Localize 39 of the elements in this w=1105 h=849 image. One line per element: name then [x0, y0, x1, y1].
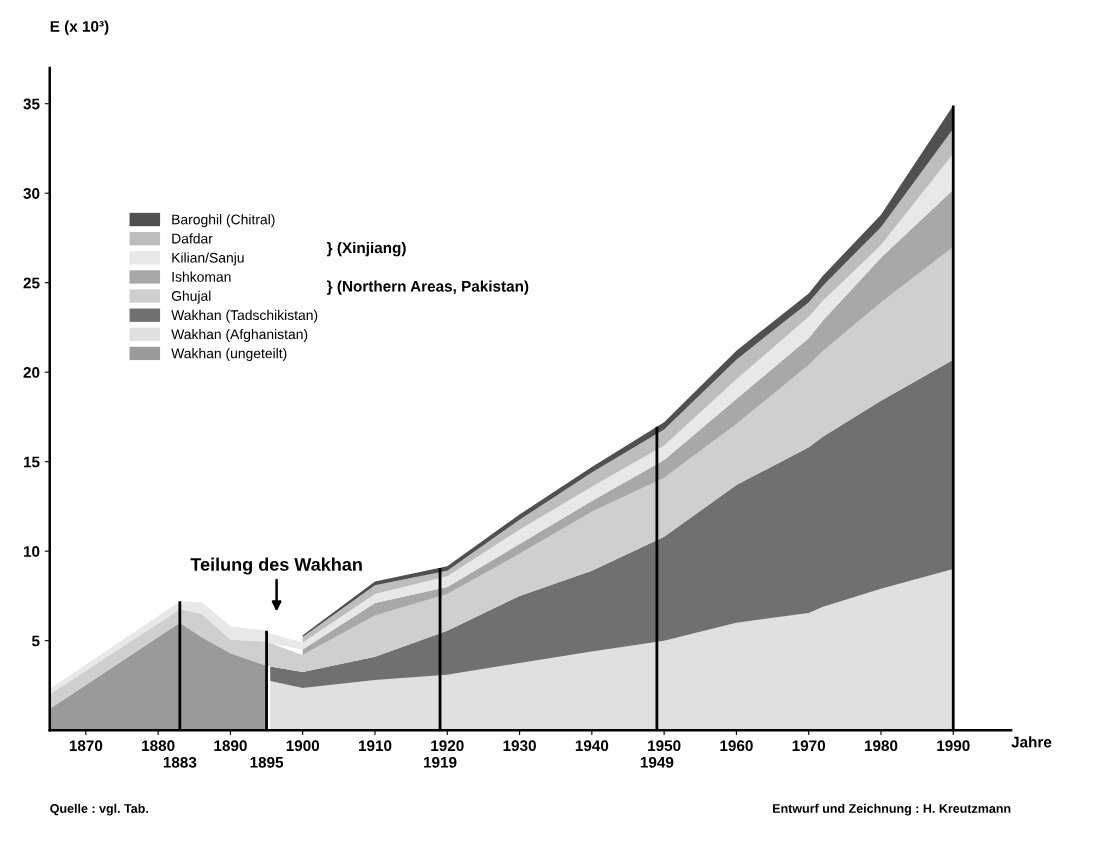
x-tick-label: 1950: [648, 740, 681, 752]
legend-label: Ghujal: [171, 290, 211, 304]
annotation: } (Northern Areas, Pakistan): [327, 280, 529, 295]
legend-label: Ishkoman: [172, 271, 231, 282]
legend-label: Dafdar: [172, 233, 213, 244]
x-tick-label: 1920: [431, 740, 464, 752]
x-tick-label: 1910: [358, 740, 392, 752]
ref-line-label: 1919: [424, 756, 457, 768]
x-tick-label: 1940: [575, 740, 609, 752]
x-tick-label: 1880: [142, 740, 175, 752]
y-tick-label: 35: [23, 98, 40, 110]
y-tick-label: 25: [23, 277, 40, 289]
y-tick-label: 15: [23, 456, 40, 468]
y-tick-label: 30: [23, 188, 40, 199]
x-tick-label: 1970: [792, 740, 826, 752]
ref-line-label: 1883: [163, 756, 197, 768]
x-tick-label: 1900: [286, 740, 320, 752]
text: Entwurf und Zeichnung : H. Kreutzmann: [773, 803, 1011, 816]
legend-label: Wakhan (ungeteilt): [171, 348, 287, 362]
x-axis-title: Jahre: [1011, 736, 1052, 748]
x-tick-label: 1930: [503, 740, 536, 752]
x-tick-label: 1960: [720, 740, 753, 752]
x-tick-label: 1870: [69, 740, 103, 752]
x-tick-label: 1990: [937, 740, 970, 752]
ref-line-label: 1949: [640, 756, 674, 768]
x-tick-label: 1980: [864, 740, 898, 752]
source-note: Quelle : vgl. Tab.: [50, 803, 148, 816]
y-tick-label: 5: [31, 635, 40, 647]
annotation: Teilung des Wakhan: [190, 557, 362, 575]
legend-label: Baroghil (Chitral): [172, 214, 275, 228]
x-tick-label: 1890: [214, 740, 247, 752]
annotation: } (Xinjiang): [327, 241, 406, 257]
y-tick-label: 10: [23, 546, 40, 557]
legend-label: Wakhan (Afghanistan): [171, 328, 308, 342]
y-axis-title: E (x 10³): [50, 20, 109, 35]
ref-line-label: 1895: [250, 756, 284, 768]
y-tick-label: 20: [23, 367, 40, 378]
legend-label: Wakhan (Tadschikistan): [171, 309, 318, 323]
legend-label: Kilian/Sanju: [172, 252, 244, 266]
